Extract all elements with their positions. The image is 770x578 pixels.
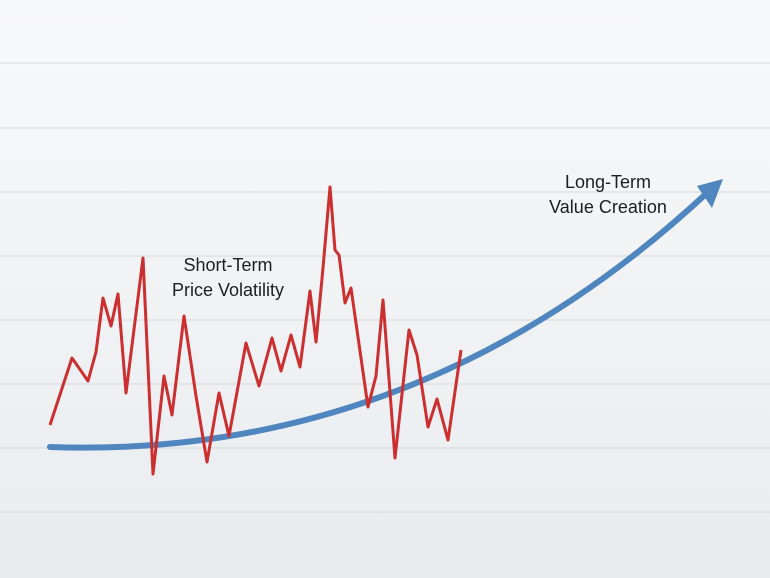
long-term-curve [47,189,711,451]
arrowhead [697,179,723,208]
short-term-label: Price Volatility [172,280,284,300]
long-term-label: Long-Term [565,172,651,192]
long-term-label: Value Creation [549,197,667,217]
short-term-label: Short-Term [183,255,272,275]
short-term-line [48,185,463,476]
